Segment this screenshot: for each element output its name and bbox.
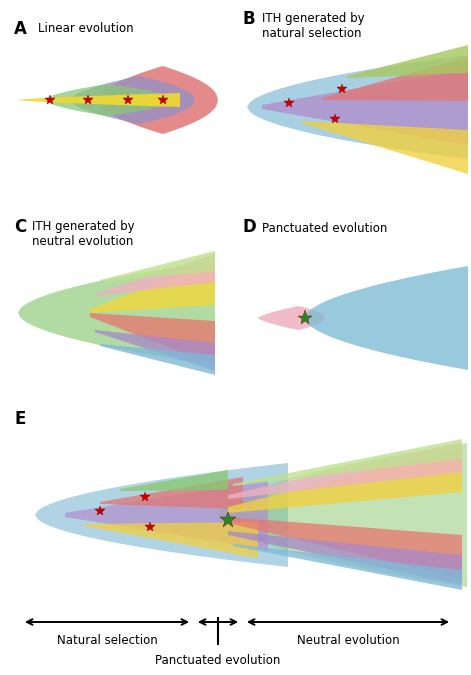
Polygon shape: [95, 330, 215, 371]
Polygon shape: [247, 55, 468, 159]
Text: C: C: [14, 218, 26, 236]
Text: ITH generated by
neutral evolution: ITH generated by neutral evolution: [32, 220, 135, 248]
Polygon shape: [100, 344, 215, 375]
Text: B: B: [242, 10, 255, 28]
Text: D: D: [242, 218, 256, 236]
Polygon shape: [228, 517, 462, 579]
Polygon shape: [65, 480, 268, 550]
Text: Panctuated evolution: Panctuated evolution: [262, 222, 387, 235]
Text: A: A: [14, 20, 27, 38]
Polygon shape: [35, 463, 288, 567]
Polygon shape: [95, 66, 218, 134]
Polygon shape: [233, 544, 462, 590]
Polygon shape: [70, 76, 195, 124]
Polygon shape: [262, 69, 468, 145]
Polygon shape: [228, 531, 462, 585]
Polygon shape: [95, 254, 215, 296]
Text: ITH generated by
natural selection: ITH generated by natural selection: [262, 12, 365, 40]
Text: E: E: [14, 410, 25, 428]
Polygon shape: [322, 57, 468, 101]
Polygon shape: [302, 121, 468, 174]
Text: Natural selection: Natural selection: [57, 634, 157, 647]
Polygon shape: [218, 443, 467, 587]
Polygon shape: [228, 448, 462, 513]
Polygon shape: [90, 261, 215, 313]
Polygon shape: [90, 313, 215, 365]
Polygon shape: [347, 45, 468, 78]
Polygon shape: [18, 261, 215, 365]
Polygon shape: [100, 477, 243, 509]
Text: Linear evolution: Linear evolution: [38, 22, 134, 35]
Polygon shape: [18, 93, 180, 107]
Text: Panctuated evolution: Panctuated evolution: [155, 654, 281, 667]
Polygon shape: [258, 306, 325, 330]
Polygon shape: [45, 84, 170, 116]
Polygon shape: [100, 251, 215, 282]
Polygon shape: [228, 442, 462, 499]
Polygon shape: [120, 470, 228, 491]
Polygon shape: [85, 522, 258, 558]
Polygon shape: [233, 439, 462, 486]
Polygon shape: [305, 266, 468, 370]
Text: Neutral evolution: Neutral evolution: [297, 634, 399, 647]
